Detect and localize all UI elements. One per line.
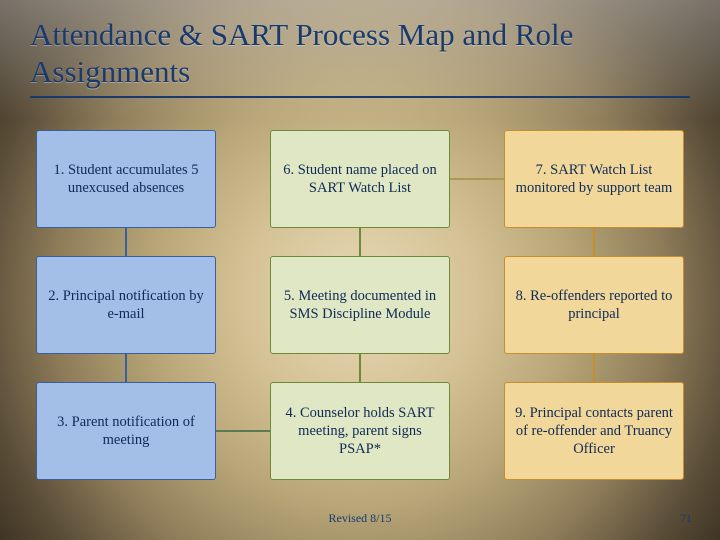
- footer-text: Revised 8/15: [0, 511, 720, 526]
- process-grid: 1. Student accumulates 5 unexcused absen…: [36, 130, 684, 480]
- slide-title: Attendance & SART Process Map and Role A…: [30, 16, 690, 90]
- process-step: 6. Student name placed on SART Watch Lis…: [270, 130, 450, 228]
- process-step: 9. Principal contacts parent of re-offen…: [504, 382, 684, 480]
- page-number: 71: [680, 511, 692, 526]
- process-step: 3. Parent notification of meeting: [36, 382, 216, 480]
- process-step: 1. Student accumulates 5 unexcused absen…: [36, 130, 216, 228]
- process-step: 7. SART Watch List monitored by support …: [504, 130, 684, 228]
- process-step: 8. Re-offenders reported to principal: [504, 256, 684, 354]
- process-step: 2. Principal notification by e-mail: [36, 256, 216, 354]
- process-step: 5. Meeting documented in SMS Discipline …: [270, 256, 450, 354]
- process-step: 4. Counselor holds SART meeting, parent …: [270, 382, 450, 480]
- title-container: Attendance & SART Process Map and Role A…: [30, 16, 690, 98]
